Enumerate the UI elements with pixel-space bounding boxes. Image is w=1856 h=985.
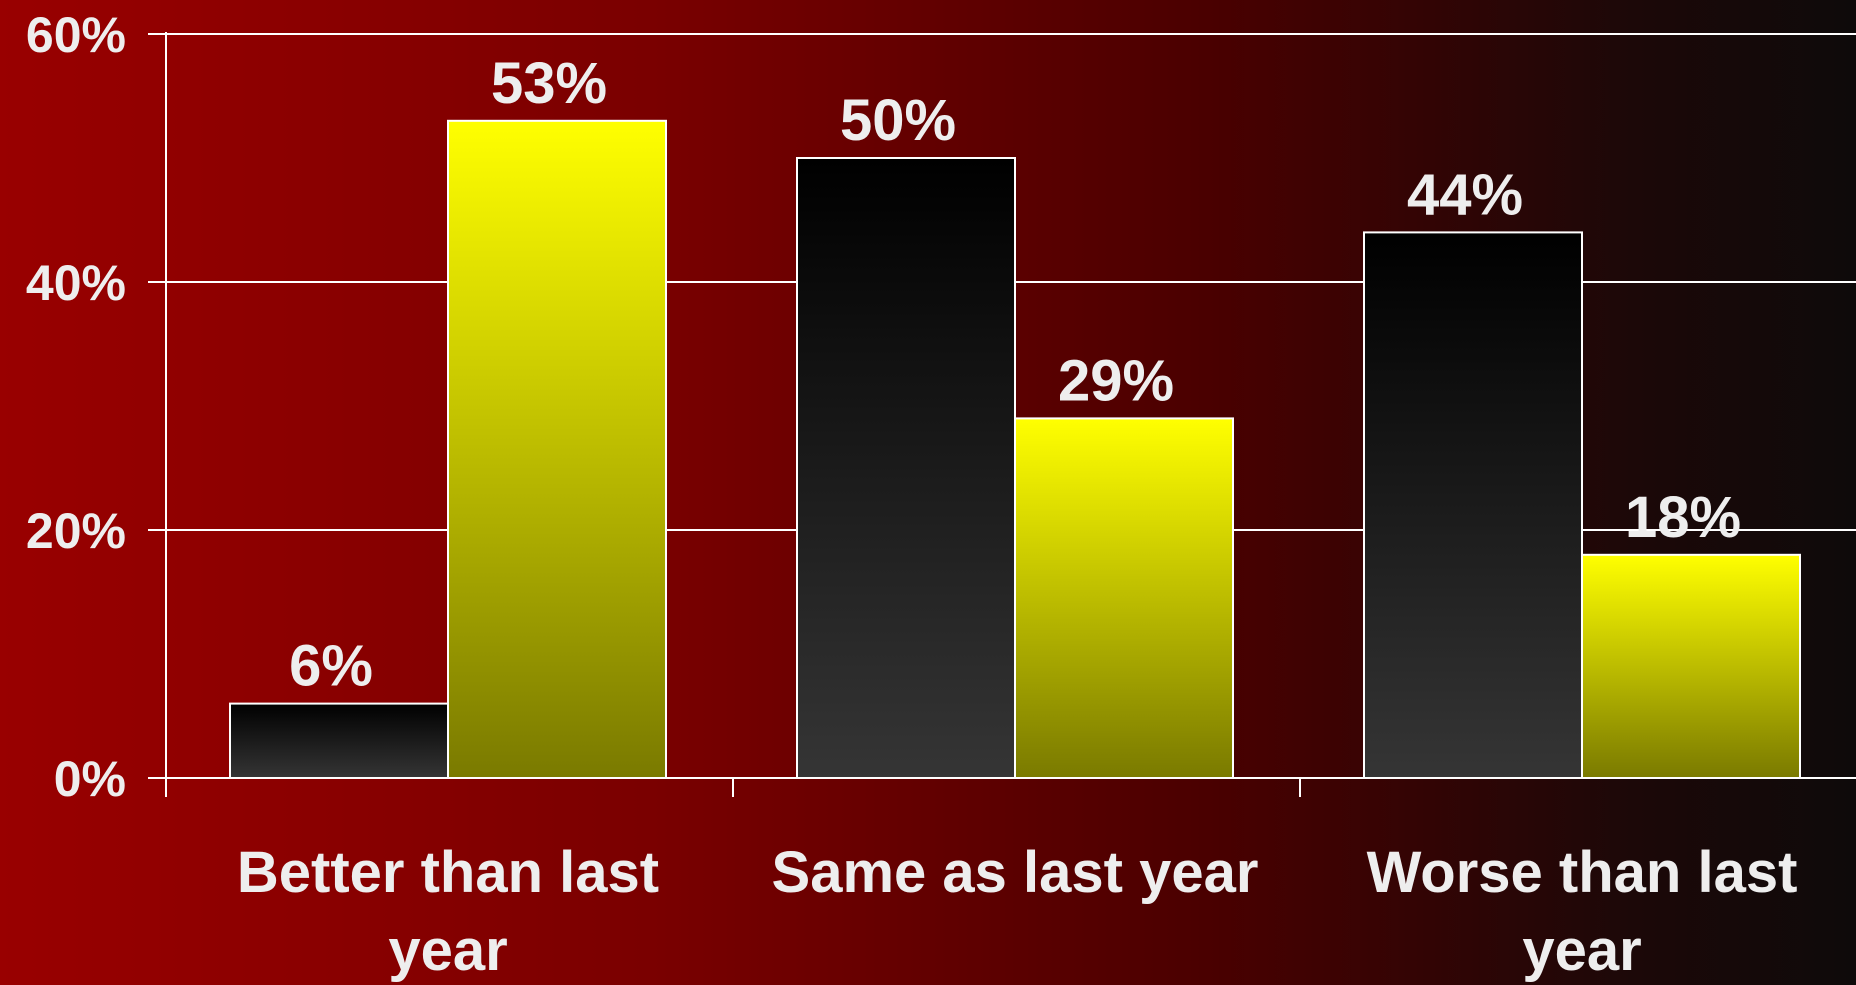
x-category-label: Same as last year (772, 840, 1259, 905)
labels: 0% 20% 40% 60% 6% 53% Better than last year 50% 2… (26, 7, 1797, 983)
x-category-label: Worse than last (1367, 840, 1798, 905)
bar-series2-cat1 (447, 119, 667, 780)
axes (148, 32, 1856, 797)
bar-series1-cat3 (1363, 231, 1583, 779)
bars (229, 119, 1801, 780)
y-tick-label: 20% (26, 503, 126, 559)
data-label: 18% (1625, 485, 1741, 550)
bar-series1-cat1 (229, 702, 449, 779)
y-tick-label: 40% (26, 255, 126, 311)
bar-series1-cat2 (796, 157, 1016, 779)
y-tick-label: 60% (26, 7, 126, 63)
data-label: 53% (491, 51, 607, 116)
data-label: 44% (1407, 162, 1523, 227)
bar-series2-cat2 (1014, 417, 1234, 779)
y-tick-label: 0% (54, 751, 126, 807)
data-label: 50% (840, 88, 956, 153)
x-category-label: Better than last (237, 840, 659, 905)
x-category-label: year (1522, 918, 1641, 983)
x-category-label: year (388, 918, 507, 983)
data-label: 6% (289, 634, 373, 699)
data-label: 29% (1058, 348, 1174, 413)
bar-series2-cat3 (1581, 553, 1801, 779)
